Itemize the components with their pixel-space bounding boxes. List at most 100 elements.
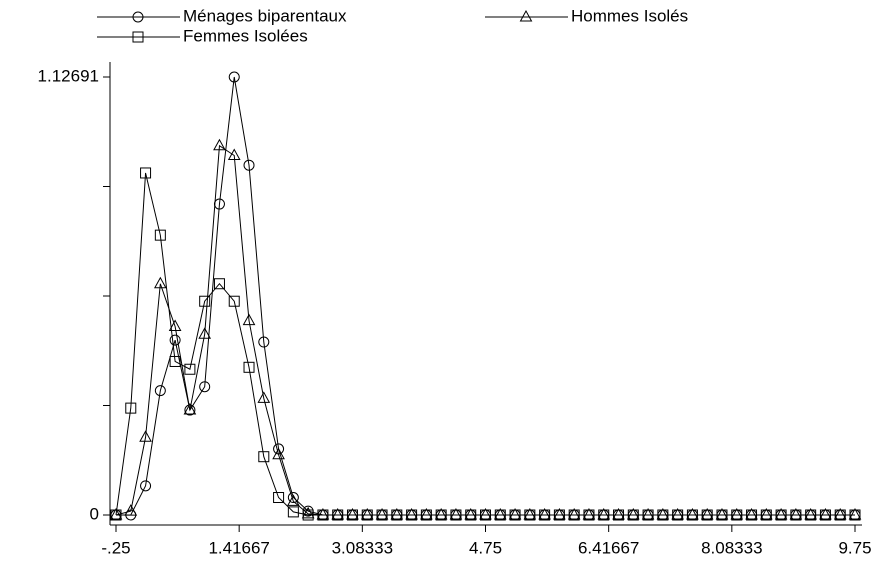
data-point xyxy=(775,509,787,521)
data-point xyxy=(199,295,211,307)
legend-marker xyxy=(132,11,144,23)
data-point xyxy=(213,138,226,151)
data-point xyxy=(331,507,345,520)
data-point xyxy=(464,507,478,520)
data-point xyxy=(834,509,846,521)
data-point xyxy=(183,403,197,415)
data-point xyxy=(790,509,802,521)
x-tick-label: 1.41667 xyxy=(208,538,269,557)
data-point xyxy=(686,507,699,520)
data-point xyxy=(819,507,832,520)
data-point xyxy=(316,507,330,520)
data-point xyxy=(598,509,610,521)
data-point xyxy=(420,509,432,521)
data-point xyxy=(361,509,373,521)
series-line xyxy=(115,172,855,516)
data-point xyxy=(258,336,270,348)
data-point xyxy=(391,509,403,521)
data-point xyxy=(672,509,684,521)
data-point xyxy=(641,507,655,520)
x-tick-label: 3.08333 xyxy=(332,538,393,557)
data-point xyxy=(789,507,803,520)
legend-label: Femmes Isolées xyxy=(183,26,308,45)
data-point xyxy=(686,509,698,521)
data-point xyxy=(583,509,595,521)
data-point xyxy=(346,509,358,521)
data-point xyxy=(833,507,847,520)
data-point xyxy=(657,509,669,521)
data-point xyxy=(154,229,166,241)
x-tick-label: 4.75 xyxy=(469,538,502,557)
data-point xyxy=(272,447,285,460)
legend-label: Hommes Isolés xyxy=(571,6,688,25)
data-point xyxy=(169,355,181,367)
data-point xyxy=(671,507,684,520)
data-point xyxy=(479,507,492,520)
data-point xyxy=(568,509,580,521)
legend-marker xyxy=(519,9,533,22)
data-point xyxy=(450,509,462,521)
data-point xyxy=(301,506,315,519)
data-point xyxy=(508,507,522,520)
data-point xyxy=(465,509,477,521)
data-point xyxy=(257,391,271,403)
data-point xyxy=(125,402,137,414)
series-line xyxy=(115,144,855,516)
data-point xyxy=(700,507,714,520)
data-point xyxy=(480,509,491,521)
data-point xyxy=(243,361,255,373)
data-point xyxy=(493,507,507,520)
data-point xyxy=(626,507,640,520)
data-point xyxy=(258,451,270,463)
data-point xyxy=(745,507,758,520)
data-point xyxy=(302,509,314,521)
data-point xyxy=(375,507,389,520)
data-point xyxy=(168,319,182,331)
data-point xyxy=(701,509,713,521)
data-point xyxy=(553,509,565,521)
data-point xyxy=(317,509,329,521)
data-point xyxy=(227,148,241,160)
data-point xyxy=(287,506,299,518)
data-point xyxy=(760,509,772,521)
legend-label: Ménages biparentaux xyxy=(183,6,347,25)
data-point xyxy=(716,509,728,521)
y-tick-label: 0 xyxy=(90,504,99,523)
data-point xyxy=(405,507,418,520)
data-point xyxy=(567,507,581,520)
data-point xyxy=(109,507,123,520)
data-point xyxy=(524,509,536,521)
data-point xyxy=(656,507,670,520)
data-point xyxy=(242,313,256,326)
data-point xyxy=(184,363,196,375)
x-tick-label: 8.08333 xyxy=(701,538,762,557)
data-point xyxy=(198,327,212,339)
data-point xyxy=(553,507,566,520)
data-point xyxy=(449,507,463,520)
data-point xyxy=(523,507,537,520)
data-point xyxy=(538,507,551,520)
data-point xyxy=(228,295,240,307)
data-point xyxy=(287,492,299,504)
data-point xyxy=(613,509,625,521)
data-point xyxy=(420,507,433,520)
data-point xyxy=(140,167,152,179)
data-point xyxy=(759,507,773,520)
data-point xyxy=(627,509,639,521)
data-point xyxy=(139,430,152,442)
data-point xyxy=(582,507,596,520)
y-tick-label: 1.12691 xyxy=(38,66,99,85)
data-point xyxy=(199,381,211,393)
data-point xyxy=(642,509,654,521)
data-point xyxy=(849,509,861,521)
data-point xyxy=(434,507,448,520)
x-tick-label: 6.41667 xyxy=(578,538,639,557)
data-point xyxy=(153,276,167,289)
data-point xyxy=(390,507,404,520)
data-point xyxy=(406,509,418,521)
data-point xyxy=(715,507,729,520)
data-point xyxy=(539,509,551,521)
series-line xyxy=(116,76,855,516)
data-point xyxy=(154,385,166,397)
